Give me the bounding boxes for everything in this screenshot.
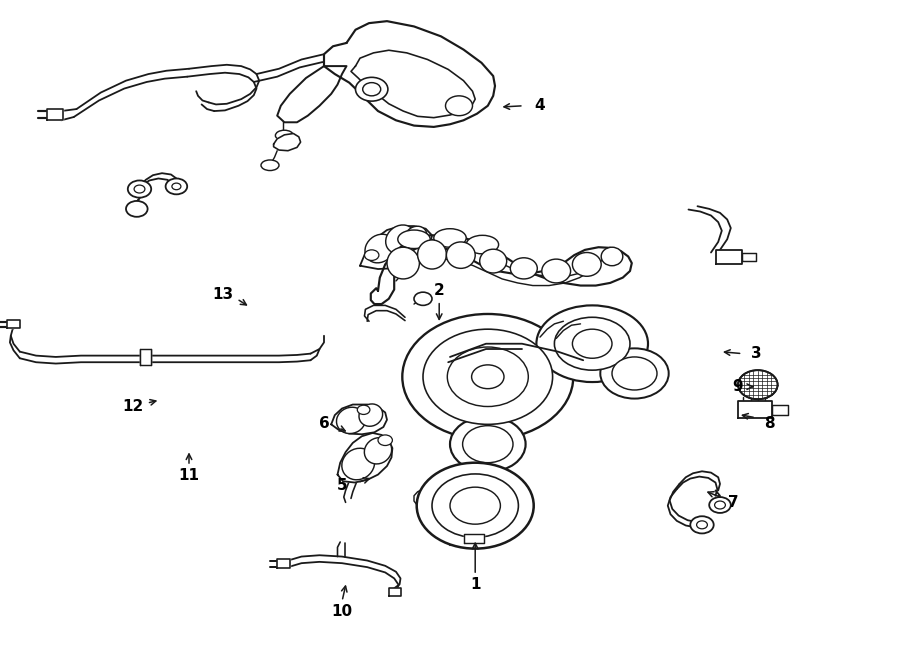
Polygon shape	[47, 109, 63, 120]
Polygon shape	[371, 235, 632, 304]
Text: 10: 10	[331, 604, 353, 619]
Polygon shape	[464, 534, 484, 543]
Ellipse shape	[690, 516, 714, 533]
Text: 3: 3	[751, 346, 761, 361]
Ellipse shape	[342, 448, 374, 480]
Ellipse shape	[414, 292, 432, 305]
Polygon shape	[140, 349, 151, 365]
Ellipse shape	[715, 501, 725, 509]
Ellipse shape	[378, 435, 392, 446]
Ellipse shape	[600, 348, 669, 399]
Ellipse shape	[446, 96, 472, 116]
Ellipse shape	[405, 226, 427, 247]
Ellipse shape	[542, 259, 571, 283]
Ellipse shape	[709, 497, 731, 513]
Ellipse shape	[365, 234, 394, 263]
Ellipse shape	[434, 229, 466, 247]
Ellipse shape	[398, 230, 430, 249]
Ellipse shape	[166, 178, 187, 194]
Polygon shape	[277, 559, 290, 568]
Ellipse shape	[364, 250, 379, 260]
Ellipse shape	[337, 407, 365, 434]
Text: 5: 5	[337, 479, 347, 493]
Text: 6: 6	[319, 416, 329, 430]
Ellipse shape	[738, 370, 778, 399]
Ellipse shape	[128, 180, 151, 198]
Polygon shape	[274, 134, 301, 151]
Ellipse shape	[450, 416, 526, 472]
Polygon shape	[338, 433, 392, 483]
Polygon shape	[331, 405, 387, 434]
Ellipse shape	[472, 365, 504, 389]
Polygon shape	[277, 66, 346, 122]
Ellipse shape	[364, 438, 392, 464]
Text: 13: 13	[212, 287, 234, 301]
Polygon shape	[772, 405, 788, 415]
Ellipse shape	[359, 404, 382, 426]
Polygon shape	[716, 250, 742, 264]
Ellipse shape	[418, 240, 446, 269]
Ellipse shape	[386, 225, 415, 254]
Ellipse shape	[423, 329, 553, 424]
Ellipse shape	[134, 185, 145, 193]
Text: 12: 12	[122, 399, 144, 414]
Ellipse shape	[480, 249, 507, 273]
Ellipse shape	[601, 247, 623, 266]
Ellipse shape	[446, 242, 475, 268]
Text: 2: 2	[434, 284, 445, 298]
Ellipse shape	[387, 247, 419, 279]
Ellipse shape	[261, 160, 279, 171]
Ellipse shape	[612, 357, 657, 390]
Ellipse shape	[402, 314, 573, 440]
Text: 11: 11	[178, 469, 200, 483]
Polygon shape	[7, 320, 20, 328]
Ellipse shape	[432, 474, 518, 537]
Polygon shape	[738, 401, 772, 418]
Text: 7: 7	[728, 495, 739, 510]
Polygon shape	[389, 588, 401, 596]
Ellipse shape	[417, 463, 534, 549]
Polygon shape	[742, 253, 756, 261]
Ellipse shape	[536, 305, 648, 382]
Ellipse shape	[172, 183, 181, 190]
Polygon shape	[360, 226, 432, 269]
Text: 1: 1	[470, 578, 481, 592]
Text: 8: 8	[764, 416, 775, 430]
Ellipse shape	[554, 317, 630, 370]
Polygon shape	[324, 21, 495, 127]
Ellipse shape	[572, 253, 601, 276]
Ellipse shape	[126, 201, 148, 217]
Ellipse shape	[466, 235, 499, 254]
Ellipse shape	[275, 130, 293, 141]
Ellipse shape	[363, 83, 381, 96]
Ellipse shape	[357, 405, 370, 414]
Text: 4: 4	[535, 98, 545, 113]
Ellipse shape	[510, 258, 537, 279]
Ellipse shape	[450, 487, 500, 524]
Text: 9: 9	[733, 379, 743, 394]
Ellipse shape	[572, 329, 612, 358]
Ellipse shape	[356, 77, 388, 101]
Ellipse shape	[697, 521, 707, 529]
Ellipse shape	[447, 347, 528, 407]
Ellipse shape	[463, 426, 513, 463]
